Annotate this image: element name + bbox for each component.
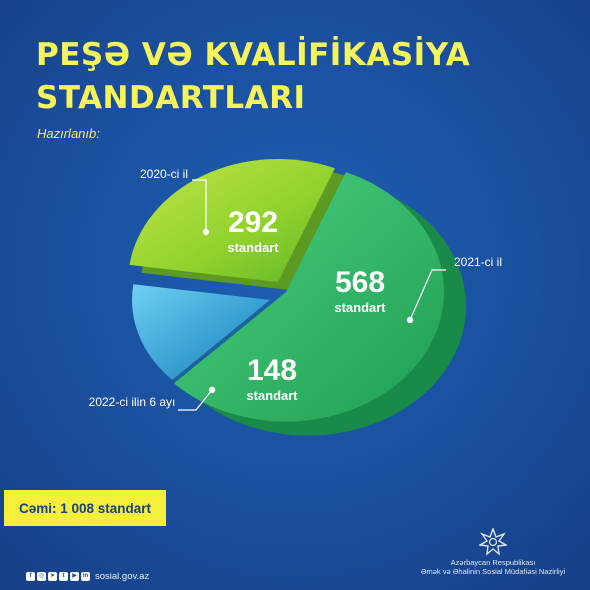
slice-category-label: 2022-ci ilin 6 ayı: [89, 395, 176, 409]
telegram-icon[interactable]: ➤: [48, 572, 57, 581]
slice-unit-label: standart: [246, 388, 298, 403]
slice-value-label: 148: [247, 354, 297, 387]
leader-line: [409, 269, 446, 321]
youtube-icon[interactable]: ▶: [70, 572, 79, 581]
subtitle: Hazırlanıb:: [37, 126, 100, 141]
pie-slice: [132, 284, 270, 380]
website-link[interactable]: sosial.gov.az: [95, 571, 150, 582]
leader-dot: [406, 316, 414, 324]
leader-line: [178, 389, 213, 411]
pie-slice: [129, 158, 335, 282]
facebook-icon[interactable]: f: [26, 572, 35, 581]
ministry-emblem-icon: [479, 528, 507, 556]
social-links: f ◎ ➤ t ▶ in sosial.gov.az: [26, 571, 149, 582]
leader-dot: [208, 386, 216, 394]
total-badge: Cəmi: 1 008 standart: [4, 490, 166, 526]
slice-value-label: 292: [228, 206, 278, 239]
slice-category-label: 2021-ci il: [454, 255, 502, 269]
title-line-1: PEŞƏ VƏ KVALİFİKASİYA: [36, 37, 471, 73]
instagram-icon[interactable]: ◎: [37, 572, 46, 581]
leader-dot: [202, 228, 210, 236]
ministry-line-2: Əmək və Əhalinin Sosial Müdafiəsi Nazirl…: [420, 567, 566, 576]
linkedin-icon[interactable]: in: [81, 572, 90, 581]
ministry-line-1: Azərbaycan Respublikası: [450, 558, 536, 567]
pie-slice: [173, 172, 444, 422]
slice-value-label: 568: [335, 266, 385, 299]
leader-line: [192, 179, 207, 232]
twitter-icon[interactable]: t: [59, 572, 68, 581]
slice-unit-label: standart: [227, 240, 279, 255]
slice-unit-label: standart: [334, 300, 386, 315]
title-line-2: STANDARTLARI: [36, 80, 306, 116]
ministry-block: Azərbaycan Respublikası Əmək və Əhalinin…: [398, 528, 588, 576]
slice-category-label: 2020-ci il: [140, 167, 188, 181]
